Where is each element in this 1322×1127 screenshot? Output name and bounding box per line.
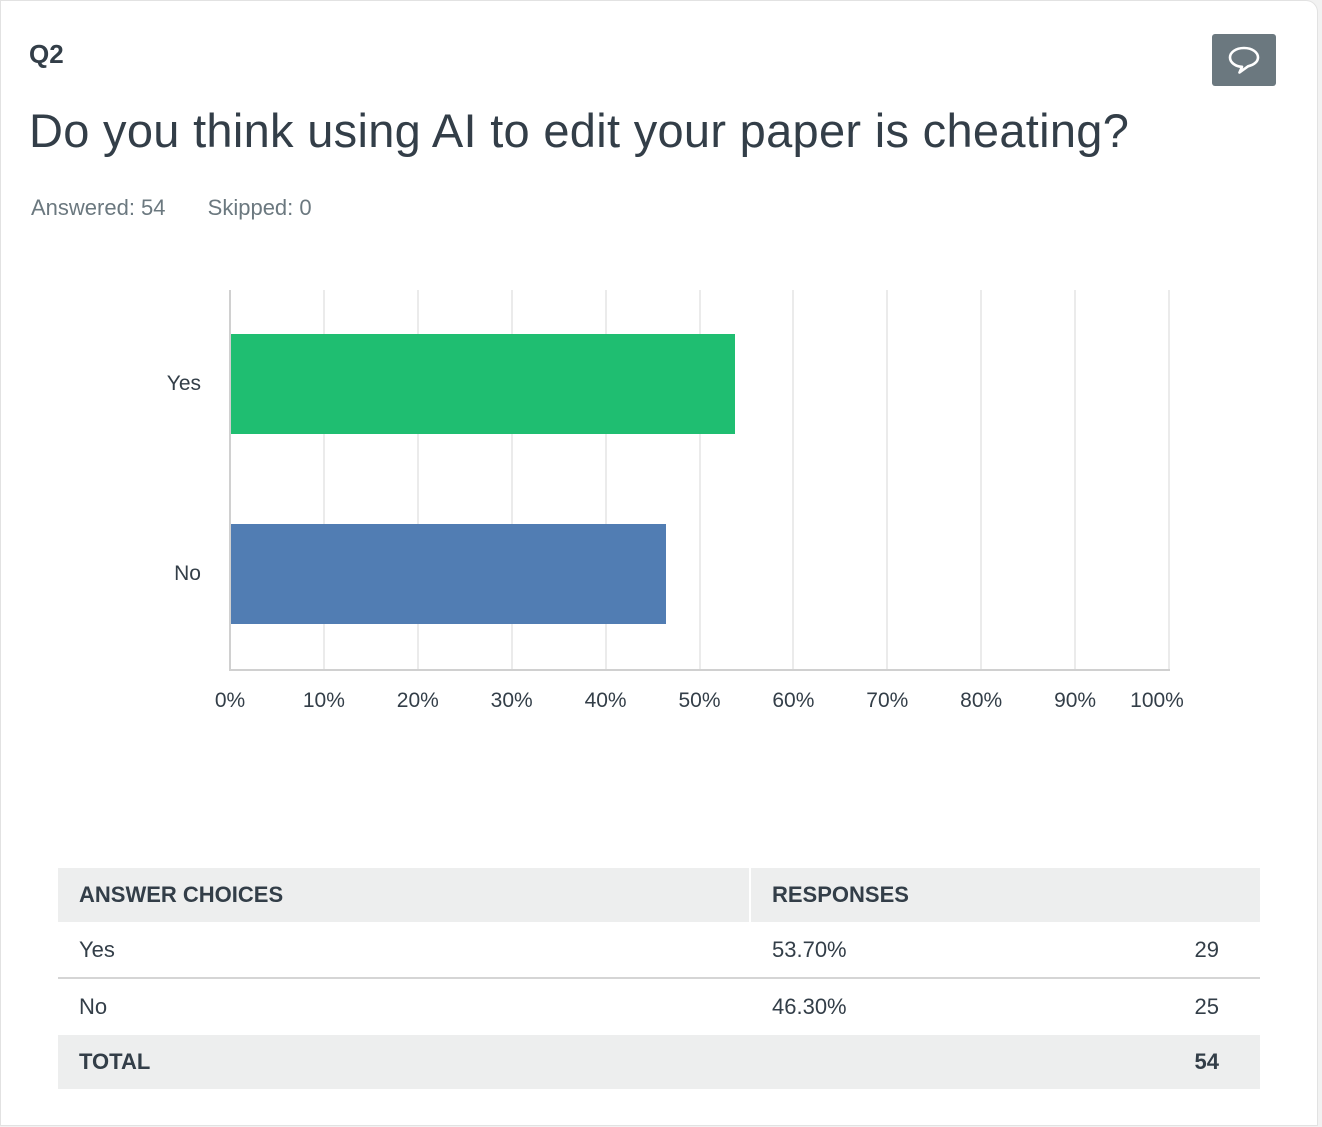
- total-count: 54: [1194, 1049, 1219, 1074]
- category-label-no: No: [174, 562, 201, 585]
- x-tick-label: 70%: [866, 689, 909, 712]
- answer-choice: Yes: [79, 936, 115, 962]
- question-number: Q2: [29, 39, 64, 69]
- gridline: [1168, 290, 1170, 670]
- x-tick-label: 80%: [960, 689, 1003, 712]
- header-responses: RESPONSES: [772, 882, 909, 907]
- response-percent: 53.70%: [772, 936, 847, 962]
- bar-no[interactable]: [231, 524, 666, 624]
- x-tick-label: 30%: [490, 689, 533, 712]
- y-axis: [229, 290, 231, 671]
- column-divider: [749, 868, 751, 922]
- response-stats: Answered: 54 Skipped: 0: [31, 195, 348, 221]
- x-tick-label: 50%: [678, 689, 721, 712]
- skipped-count: Skipped: 0: [207, 195, 312, 220]
- header-answer-choices: ANSWER CHOICES: [79, 882, 284, 907]
- x-tick-label: 20%: [396, 689, 439, 712]
- answer-choice: No: [79, 994, 108, 1019]
- speech-bubble-icon: [1228, 46, 1260, 74]
- comment-button[interactable]: [1212, 34, 1276, 86]
- answered-count: Answered: 54: [31, 195, 166, 220]
- gridline: [698, 290, 701, 670]
- x-tick-label: 0%: [214, 689, 246, 712]
- x-tick-label: 100%: [1130, 689, 1184, 712]
- gridline: [792, 290, 795, 670]
- total-label: TOTAL: [79, 1049, 151, 1074]
- response-percent: 46.30%: [772, 994, 847, 1019]
- gridline: [886, 290, 889, 670]
- gridline: [980, 290, 983, 670]
- response-count: 25: [1194, 994, 1219, 1019]
- x-axis: [229, 669, 1170, 671]
- gridline: [322, 290, 325, 670]
- table-header-row: ANSWER CHOICES RESPONSES: [58, 868, 1260, 922]
- table-row: No 46.30% 25: [58, 979, 1260, 1035]
- table-total-row: TOTAL 54: [58, 1035, 1260, 1089]
- bar-yes[interactable]: [231, 334, 736, 434]
- x-tick-label: 60%: [772, 689, 815, 712]
- gridline: [604, 290, 607, 670]
- responses-table: ANSWER CHOICES RESPONSES Yes 53.70% 29 N…: [58, 868, 1260, 1089]
- gridline: [416, 290, 419, 670]
- response-count: 29: [1194, 936, 1219, 962]
- question-title: Do you think using AI to edit your paper…: [29, 104, 1130, 157]
- gridline: [1074, 290, 1077, 670]
- x-tick-label: 40%: [584, 689, 627, 712]
- gridline: [510, 290, 513, 670]
- x-tick-label: 10%: [302, 689, 345, 712]
- category-label-yes: Yes: [166, 372, 201, 395]
- table-row: Yes 53.70% 29: [58, 922, 1260, 979]
- x-tick-label: 90%: [1054, 689, 1097, 712]
